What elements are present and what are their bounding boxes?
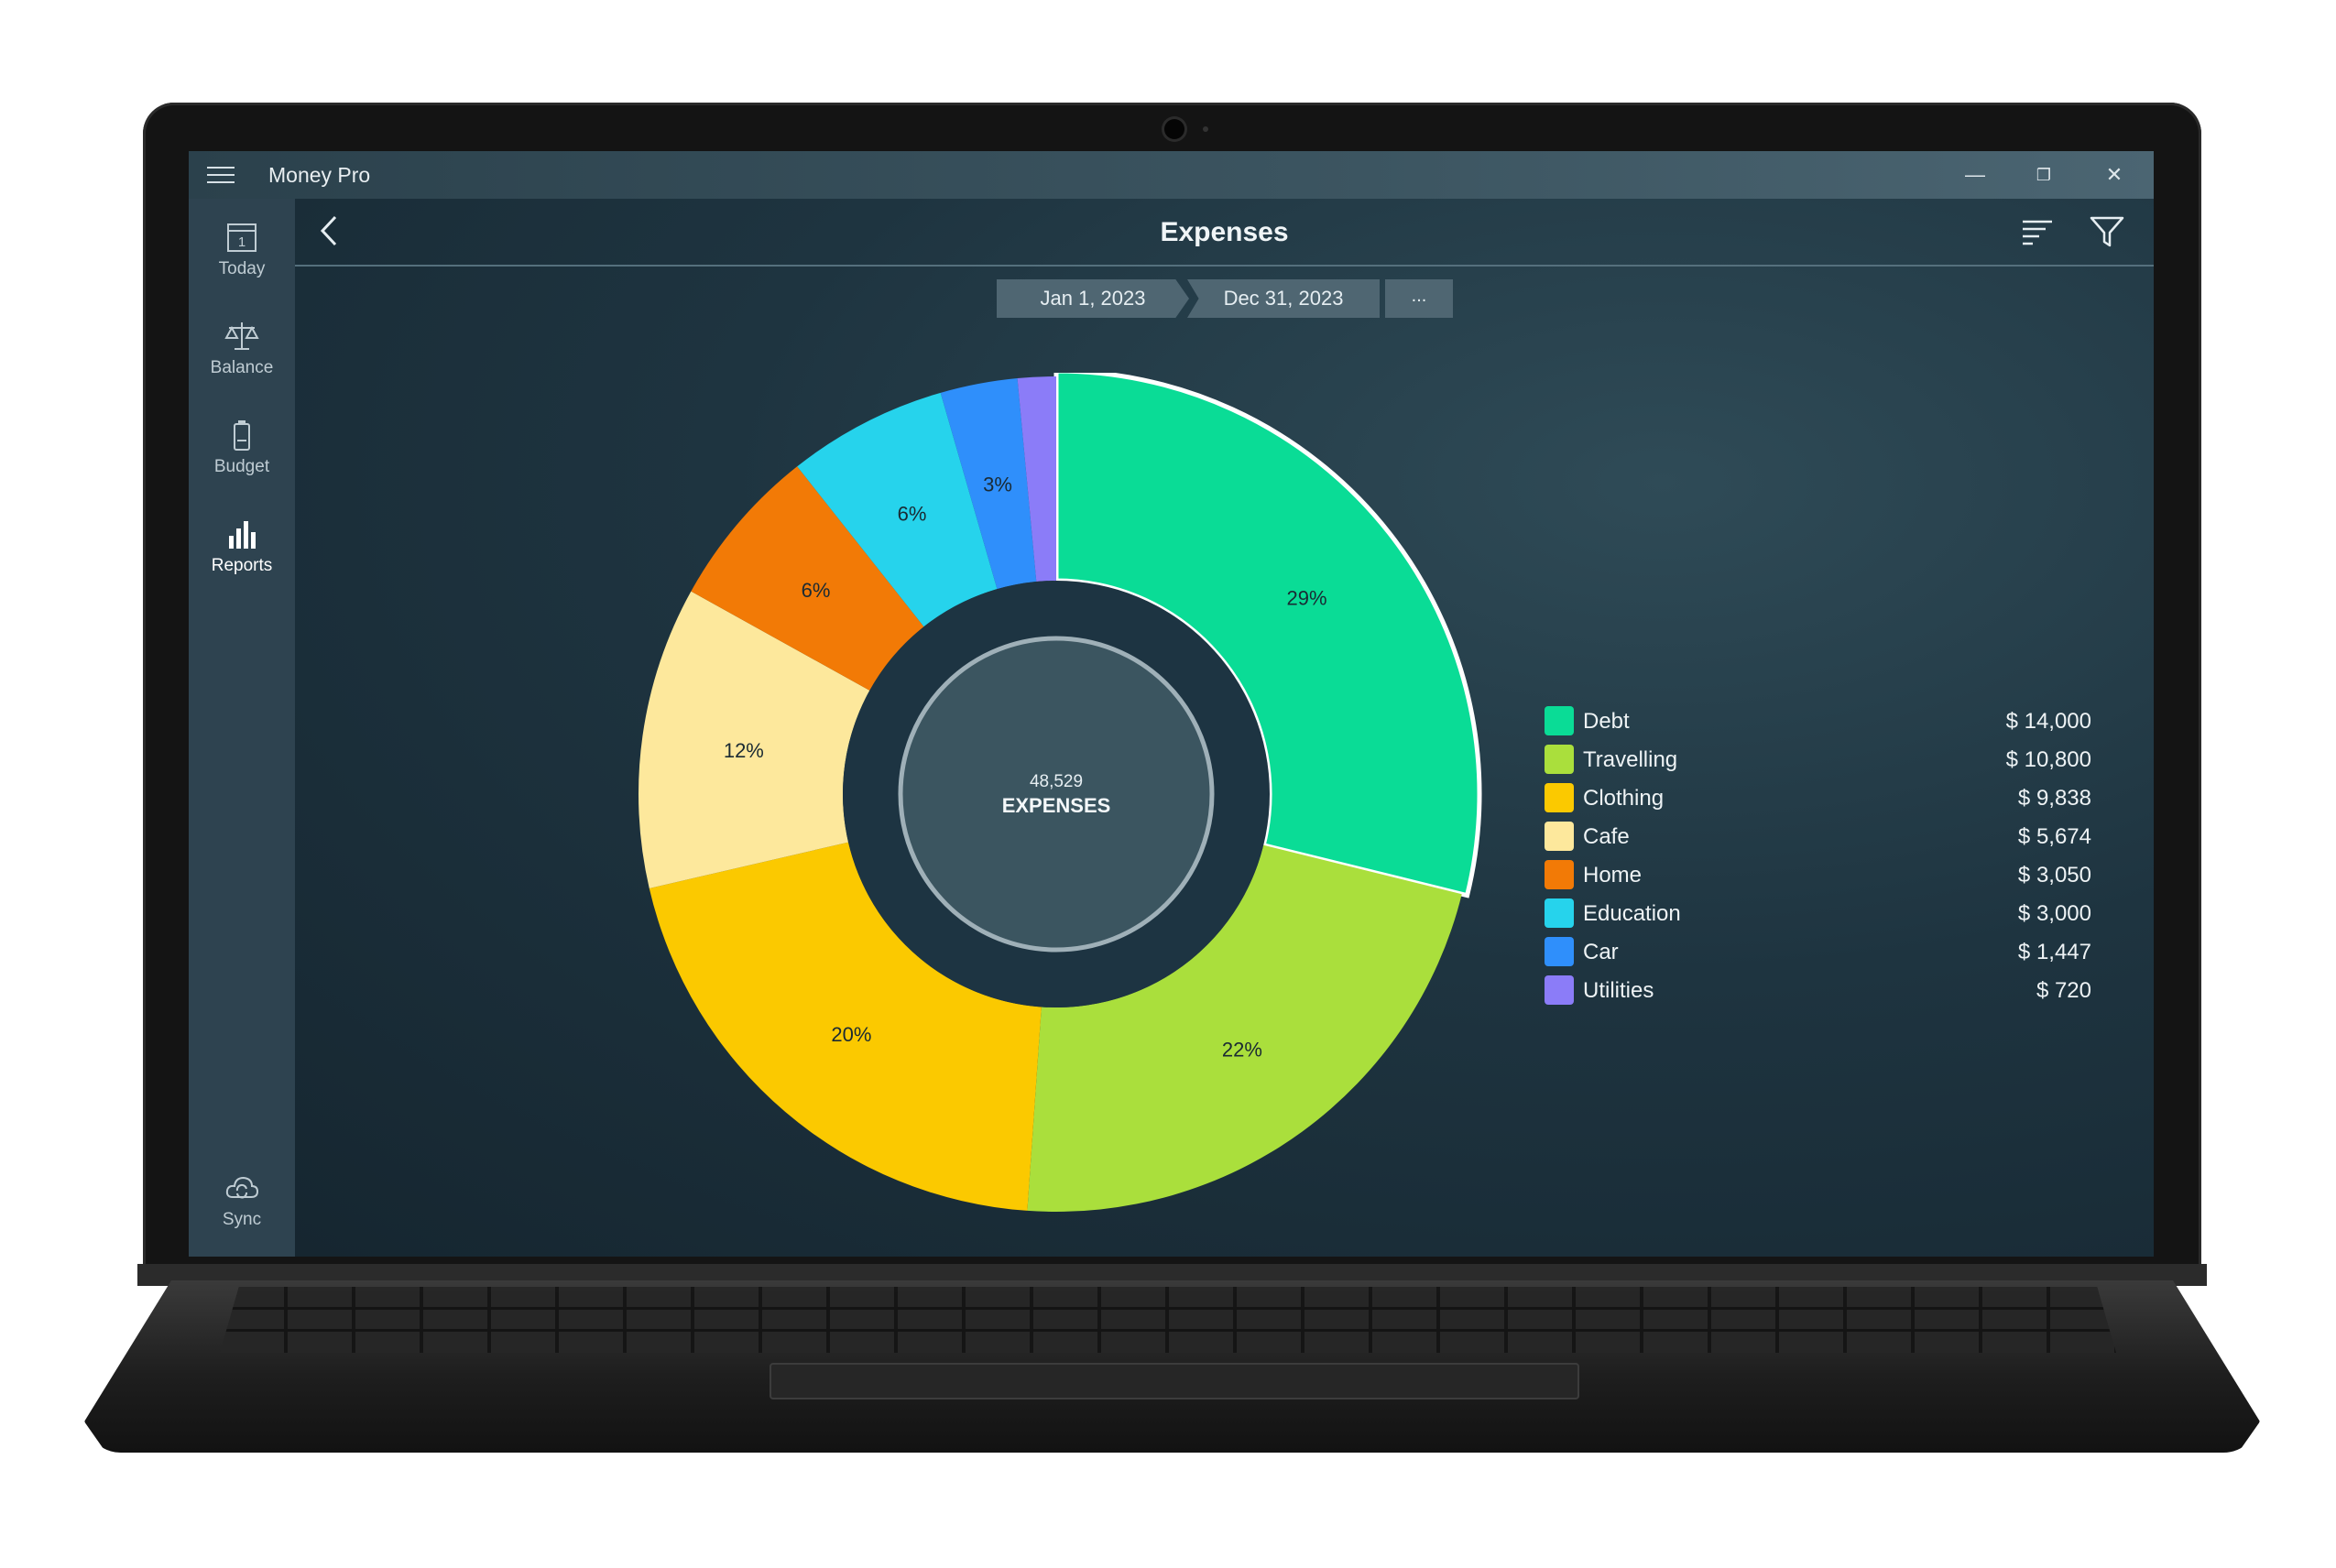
sidebar-item-label: Budget bbox=[213, 457, 270, 476]
legend-name: Car bbox=[1583, 940, 1619, 964]
sidebar-item-label: Balance bbox=[210, 358, 274, 377]
slice-travelling[interactable] bbox=[1027, 844, 1462, 1212]
start-date-button[interactable]: Jan 1, 2023 bbox=[997, 279, 1189, 318]
slice-clothing[interactable] bbox=[649, 842, 1042, 1211]
filter-icon[interactable] bbox=[2089, 213, 2125, 250]
sidebar-item-label: Reports bbox=[211, 556, 273, 575]
page-title: Expenses bbox=[1160, 217, 1289, 247]
legend-item-utilities[interactable]: Utilities $ 720 bbox=[1545, 971, 2154, 1009]
slice-label-clothing: 20% bbox=[831, 1023, 871, 1046]
legend-item-debt[interactable]: Debt $ 14,000 bbox=[1545, 702, 2154, 740]
legend-name: Cafe bbox=[1583, 824, 1630, 849]
keyboard bbox=[220, 1287, 2116, 1353]
battery-icon bbox=[234, 420, 250, 451]
legend-amount: $ 1,447 bbox=[2017, 940, 2091, 964]
total-ring[interactable] bbox=[898, 636, 1215, 953]
webcam bbox=[1164, 119, 1184, 139]
calendar-icon: 1 bbox=[227, 223, 257, 252]
legend-name: Clothing bbox=[1583, 786, 1665, 811]
legend-item-home[interactable]: Home $ 3,050 bbox=[1545, 855, 2154, 894]
expenses-donut-chart: 48,529 EXPENSES 29% 22% 20% 12% 6% 6% 3% bbox=[639, 373, 1482, 1212]
sidebar-item-balance[interactable]: Balance bbox=[189, 318, 295, 398]
legend-amount: $ 3,050 bbox=[2017, 863, 2091, 887]
legend-swatch bbox=[1545, 937, 1574, 966]
sidebar-item-label: Today bbox=[218, 259, 266, 278]
legend-name: Utilities bbox=[1583, 978, 1654, 1003]
slice-label-cafe: 12% bbox=[724, 739, 764, 762]
sidebar-item-reports[interactable]: Reports bbox=[189, 516, 295, 596]
title-bar: Money Pro — ❐ ✕ bbox=[189, 151, 2154, 199]
scale-icon bbox=[224, 322, 259, 350]
slice-cafe[interactable] bbox=[639, 591, 870, 888]
legend-swatch bbox=[1545, 822, 1574, 851]
legend-swatch bbox=[1545, 745, 1574, 774]
cloud-sync-icon bbox=[225, 1176, 259, 1199]
maximize-button[interactable]: ❐ bbox=[2036, 166, 2052, 184]
slice-home[interactable] bbox=[691, 466, 924, 691]
end-date-button[interactable]: Dec 31, 2023 bbox=[1187, 279, 1380, 318]
back-button[interactable] bbox=[313, 212, 346, 250]
legend-amount: $ 720 bbox=[2036, 978, 2091, 1003]
webcam-led bbox=[1203, 126, 1208, 132]
slice-car[interactable] bbox=[940, 377, 1037, 590]
legend-amount: $ 9,838 bbox=[2017, 786, 2091, 811]
bar-chart-icon bbox=[229, 521, 256, 549]
sidebar-item-label: Sync bbox=[222, 1210, 262, 1229]
legend-item-cafe[interactable]: Cafe $ 5,674 bbox=[1545, 817, 2154, 855]
total-label: EXPENSES bbox=[1002, 794, 1111, 817]
legend-swatch bbox=[1545, 706, 1574, 735]
sort-bars-icon[interactable] bbox=[2020, 215, 2055, 250]
legend-swatch bbox=[1545, 783, 1574, 812]
minimize-button[interactable]: — bbox=[1965, 163, 1985, 186]
legend-name: Travelling bbox=[1583, 747, 1678, 772]
slice-label-car: 3% bbox=[983, 473, 1012, 495]
legend-amount: $ 5,674 bbox=[2017, 824, 2091, 849]
legend-swatch bbox=[1545, 898, 1574, 928]
sidebar-item-sync[interactable]: Sync bbox=[189, 1170, 295, 1250]
slice-label-debt: 29% bbox=[1287, 587, 1327, 610]
calendar-day: 1 bbox=[238, 234, 246, 250]
legend-amount: $ 14,000 bbox=[2005, 709, 2091, 734]
sidebar: 1 Today Balance Budget bbox=[189, 199, 295, 1257]
slice-label-home: 6% bbox=[802, 579, 831, 602]
sidebar-item-today[interactable]: 1 Today bbox=[189, 219, 295, 299]
hamburger-menu-icon[interactable] bbox=[207, 167, 235, 183]
legend-name: Education bbox=[1583, 901, 1681, 926]
close-button[interactable]: ✕ bbox=[2105, 163, 2123, 186]
legend-item-education[interactable]: Education $ 3,000 bbox=[1545, 894, 2154, 932]
legend-item-travelling[interactable]: Travelling $ 10,800 bbox=[1545, 740, 2154, 779]
legend: Debt $ 14,000 Travelling $ 10,800 Clothing $ … bbox=[1545, 702, 2154, 1009]
legend-name: Debt bbox=[1583, 709, 1630, 734]
slice-education[interactable] bbox=[797, 392, 998, 627]
app-window: Money Pro — ❐ ✕ 1 Today Balance bbox=[189, 151, 2154, 1257]
slice-utilities[interactable] bbox=[1017, 376, 1056, 583]
page-header: Expenses bbox=[295, 199, 2154, 267]
legend-amount: $ 10,800 bbox=[2005, 747, 2091, 772]
main-content: Expenses Jan 1, 2023 Dec 31, 2023 ... 48… bbox=[295, 199, 2154, 1257]
slice-label-travelling: 22% bbox=[1222, 1038, 1262, 1061]
slice-label-education: 6% bbox=[898, 503, 927, 526]
sidebar-item-budget[interactable]: Budget bbox=[189, 417, 295, 497]
legend-swatch bbox=[1545, 975, 1574, 1005]
legend-item-car[interactable]: Car $ 1,447 bbox=[1545, 932, 2154, 971]
app-title: Money Pro bbox=[268, 163, 371, 187]
legend-amount: $ 3,000 bbox=[2017, 901, 2091, 926]
trackpad bbox=[770, 1363, 1579, 1399]
legend-item-clothing[interactable]: Clothing $ 9,838 bbox=[1545, 779, 2154, 817]
legend-name: Home bbox=[1583, 863, 1643, 887]
total-amount: 48,529 bbox=[1030, 772, 1083, 791]
legend-swatch bbox=[1545, 860, 1574, 889]
more-periods-button[interactable]: ... bbox=[1385, 279, 1453, 318]
